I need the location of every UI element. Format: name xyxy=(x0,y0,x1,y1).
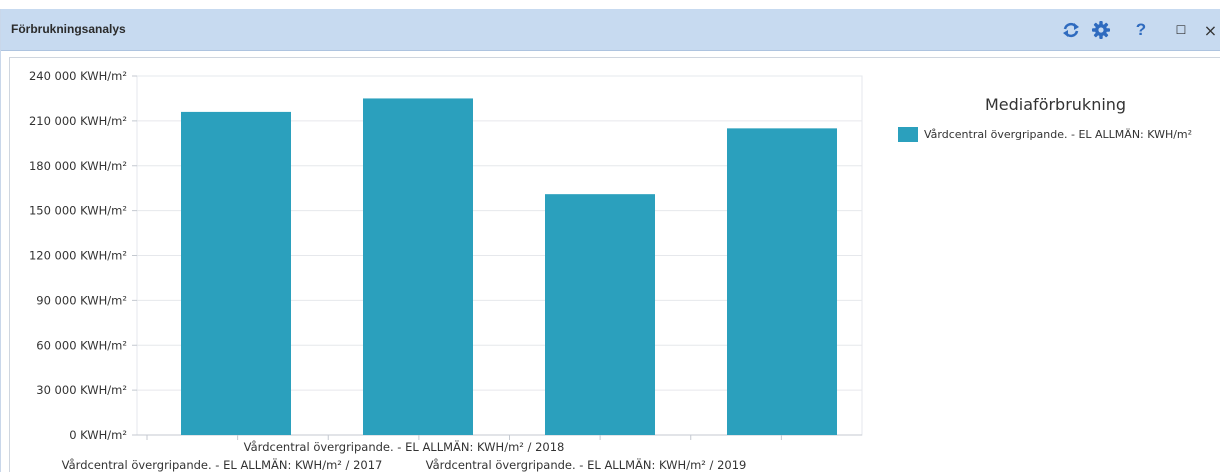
legend-title: Mediaförbrukning xyxy=(985,95,1127,114)
bar-chart: 0 KWH/m² 30 000 KWH/m² 60 000 KWH/m² 90 000… xyxy=(29,69,863,472)
maximize-glyph: ☐ xyxy=(1175,23,1187,37)
help-icon[interactable]: ? xyxy=(1128,17,1154,43)
y-tick-label: 30 000 KWH/m² xyxy=(36,383,127,397)
legend-item: Vårdcentral övergripande. - EL ALLMÄN: K… xyxy=(898,127,1192,142)
x-category-label: Vårdcentral övergripande. - EL ALLMÄN: K… xyxy=(426,457,747,472)
chart-panel: 0 KWH/m² 30 000 KWH/m² 60 000 KWH/m² 90 000… xyxy=(9,57,1220,472)
close-icon[interactable]: × xyxy=(1200,17,1220,43)
x-category-label: Vårdcentral övergripande. - EL ALLMÄN: K… xyxy=(62,457,383,472)
legend-swatch xyxy=(898,127,918,142)
y-tick-label: 90 000 KWH/m² xyxy=(36,293,127,307)
help-glyph: ? xyxy=(1135,20,1147,39)
bar xyxy=(727,128,837,435)
window-title: Förbrukningsanalys xyxy=(11,22,126,36)
window-titlebar: Förbrukningsanalys ? xyxy=(1,9,1220,51)
close-glyph: × xyxy=(1203,20,1218,40)
y-tick-label: 210 000 KWH/m² xyxy=(29,114,127,128)
y-tick-label: 0 KWH/m² xyxy=(69,428,127,442)
legend-label: Vårdcentral övergripande. - EL ALLMÄN: K… xyxy=(924,128,1193,141)
settings-icon[interactable] xyxy=(1088,17,1114,43)
bar xyxy=(545,194,655,435)
y-tick-label: 60 000 KWH/m² xyxy=(36,338,127,352)
analysis-window: Förbrukningsanalys ? xyxy=(0,9,1220,472)
y-tick-label: 180 000 KWH/m² xyxy=(29,159,127,173)
maximize-icon[interactable]: ☐ xyxy=(1168,17,1194,43)
y-tick-label: 150 000 KWH/m² xyxy=(29,204,127,218)
bar xyxy=(363,98,473,435)
refresh-icon[interactable] xyxy=(1058,17,1084,43)
x-category-label: Vårdcentral övergripande. - EL ALLMÄN: K… xyxy=(244,439,565,454)
y-tick-label: 240 000 KWH/m² xyxy=(29,69,127,83)
y-tick-label: 120 000 KWH/m² xyxy=(29,249,127,263)
bar xyxy=(181,111,291,436)
